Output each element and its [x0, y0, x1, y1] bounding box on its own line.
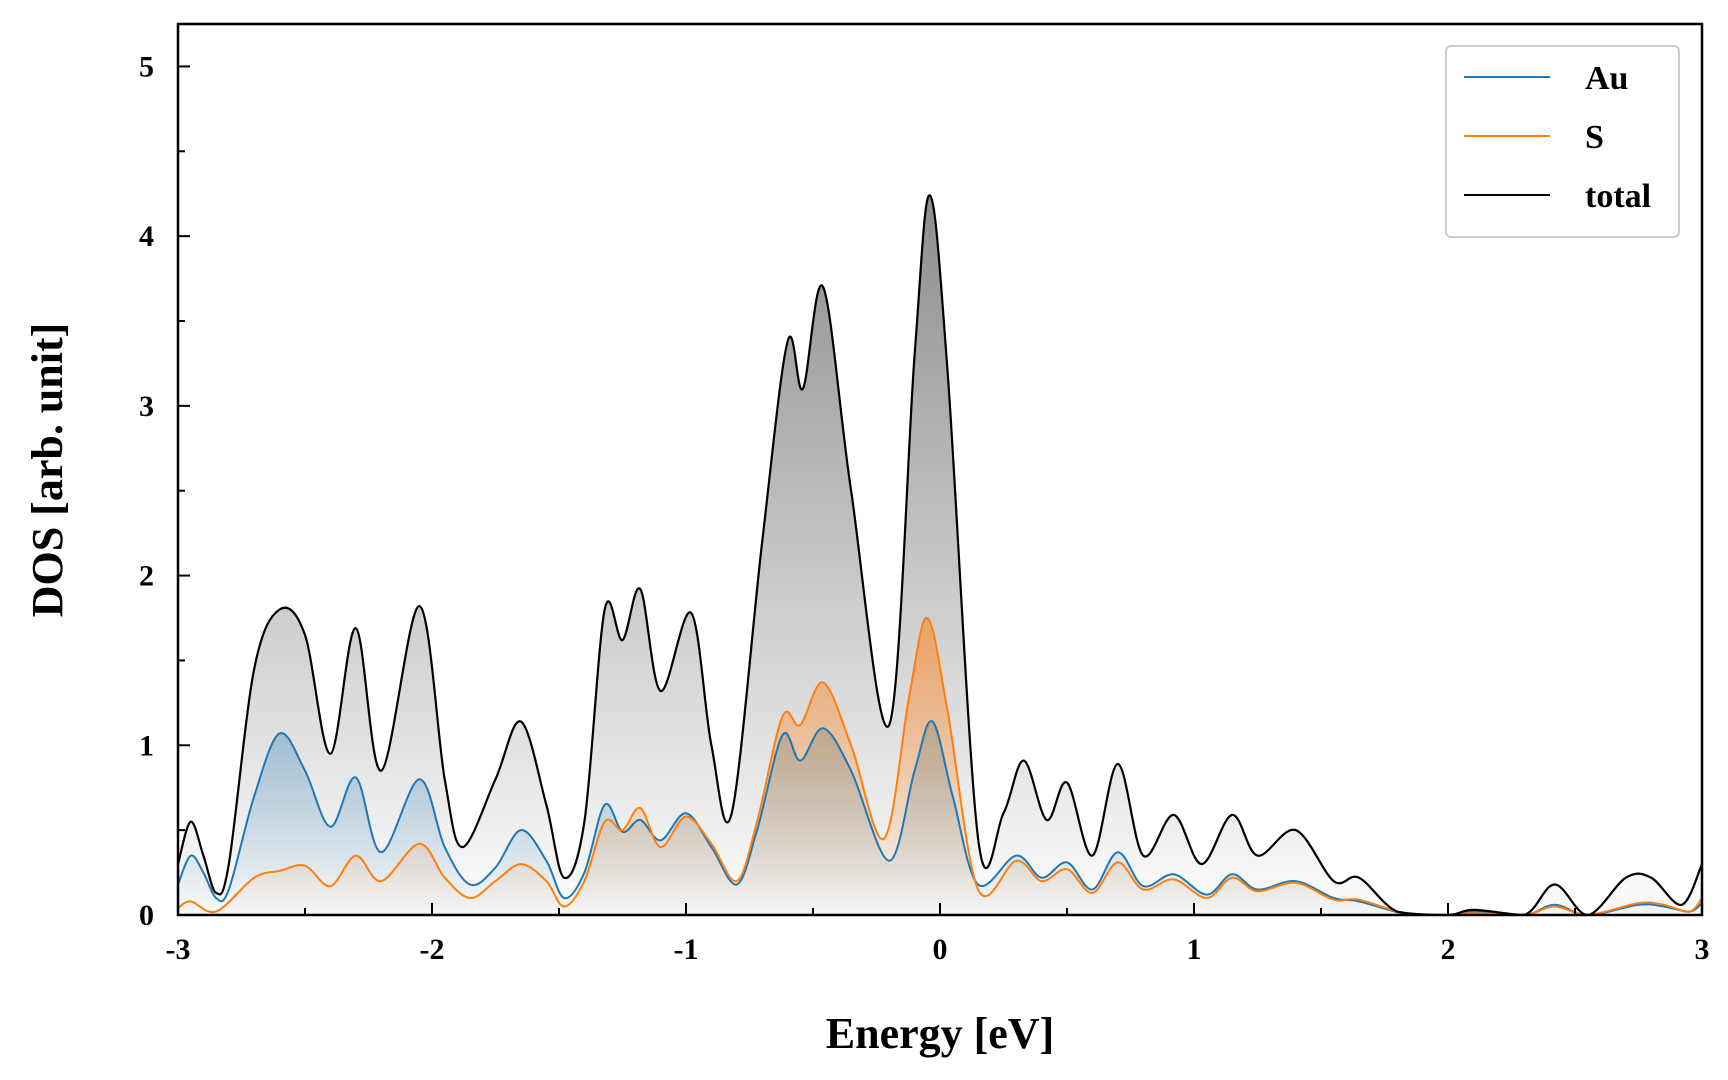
legend-label-s: S [1585, 119, 1604, 156]
y-tick-label: 0 [139, 899, 154, 932]
x-tick-label: 3 [1695, 933, 1710, 966]
y-tick-label: 3 [139, 390, 154, 423]
series-fill-s [178, 617, 1702, 915]
y-axis-title: DOS [arb. unit] [23, 323, 72, 618]
series-line-total [178, 194, 1702, 915]
y-tick-label: 4 [139, 220, 154, 253]
series-lines [178, 194, 1702, 915]
y-tick-label: 5 [139, 50, 154, 83]
x-tick-label: 1 [1187, 933, 1202, 966]
y-tick-label: 1 [139, 729, 154, 762]
x-axis-title: Energy [eV] [826, 1009, 1055, 1058]
x-axis: -3 -2 -1 0 1 2 3 [166, 903, 1710, 966]
x-tick-label: -3 [166, 933, 191, 966]
y-tick-label: 2 [139, 560, 154, 593]
series-line-au [178, 720, 1702, 915]
legend-label-au: Au [1585, 60, 1628, 97]
x-tick-label: 2 [1441, 933, 1456, 966]
series-fill-total [178, 195, 1702, 915]
legend-box [1445, 45, 1680, 238]
y-axis: 0 1 2 3 4 5 [139, 50, 190, 932]
series-fills [178, 195, 1702, 915]
series-line-s [178, 616, 1702, 915]
legend-label-total: total [1585, 178, 1651, 215]
x-tick-label: -2 [420, 933, 445, 966]
x-tick-label: -1 [674, 933, 699, 966]
x-tick-label: 0 [933, 933, 948, 966]
